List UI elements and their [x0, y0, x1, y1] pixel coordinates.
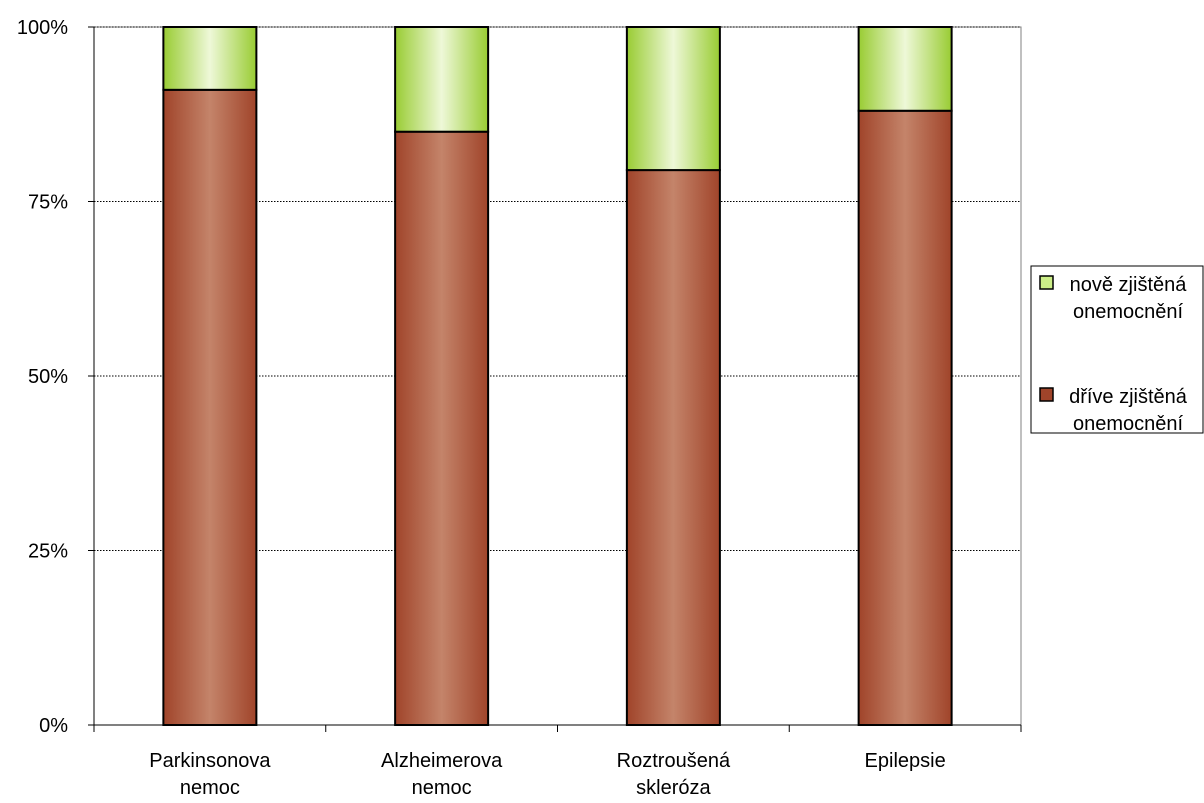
legend-items: nově zjištěná onemocnění dříve zjištěná one…	[1039, 274, 1188, 435]
legend-key-drive	[1039, 387, 1054, 402]
bar-segment-drive	[394, 130, 490, 726]
legend-key-nove	[1039, 275, 1054, 290]
bar-segment-nove	[857, 26, 953, 112]
legend-label: nově zjištěná onemocnění	[1070, 274, 1188, 323]
y-tick-label: 0%	[39, 715, 68, 737]
y-axis-ticks: 0% 25% 50% 75% 100%	[17, 17, 94, 737]
bar-segment-nove	[625, 26, 721, 172]
y-tick-label: 100%	[17, 17, 68, 39]
y-tick-label: 75%	[28, 192, 68, 214]
bar-segment-drive	[625, 169, 721, 726]
x-tick-label: Alzheimerova nemoc	[381, 750, 503, 799]
x-tick-label: Roztroušená skleróza	[617, 750, 731, 799]
y-tick-label: 50%	[28, 366, 68, 388]
y-tick-label: 25%	[28, 541, 68, 563]
legend: nově zjištěná onemocnění dříve zjištěná one…	[1030, 265, 1204, 435]
x-tick-label: Parkinsonova nemoc	[149, 750, 271, 799]
bars	[162, 26, 953, 726]
legend-box	[1030, 265, 1204, 434]
bar-segment-drive	[857, 109, 953, 726]
bar-segment-drive	[162, 88, 258, 726]
legend-label: dříve zjištěná onemocnění	[1069, 386, 1188, 435]
gridlines	[94, 26, 1021, 551]
bar-segment-nove	[394, 26, 490, 133]
x-tick-label: Epilepsie	[865, 750, 946, 772]
bar-segment-nove	[162, 26, 258, 91]
x-axis-ticks: Parkinsonova nemoc Alzheimerova nemoc Roztro…	[93, 725, 1022, 799]
